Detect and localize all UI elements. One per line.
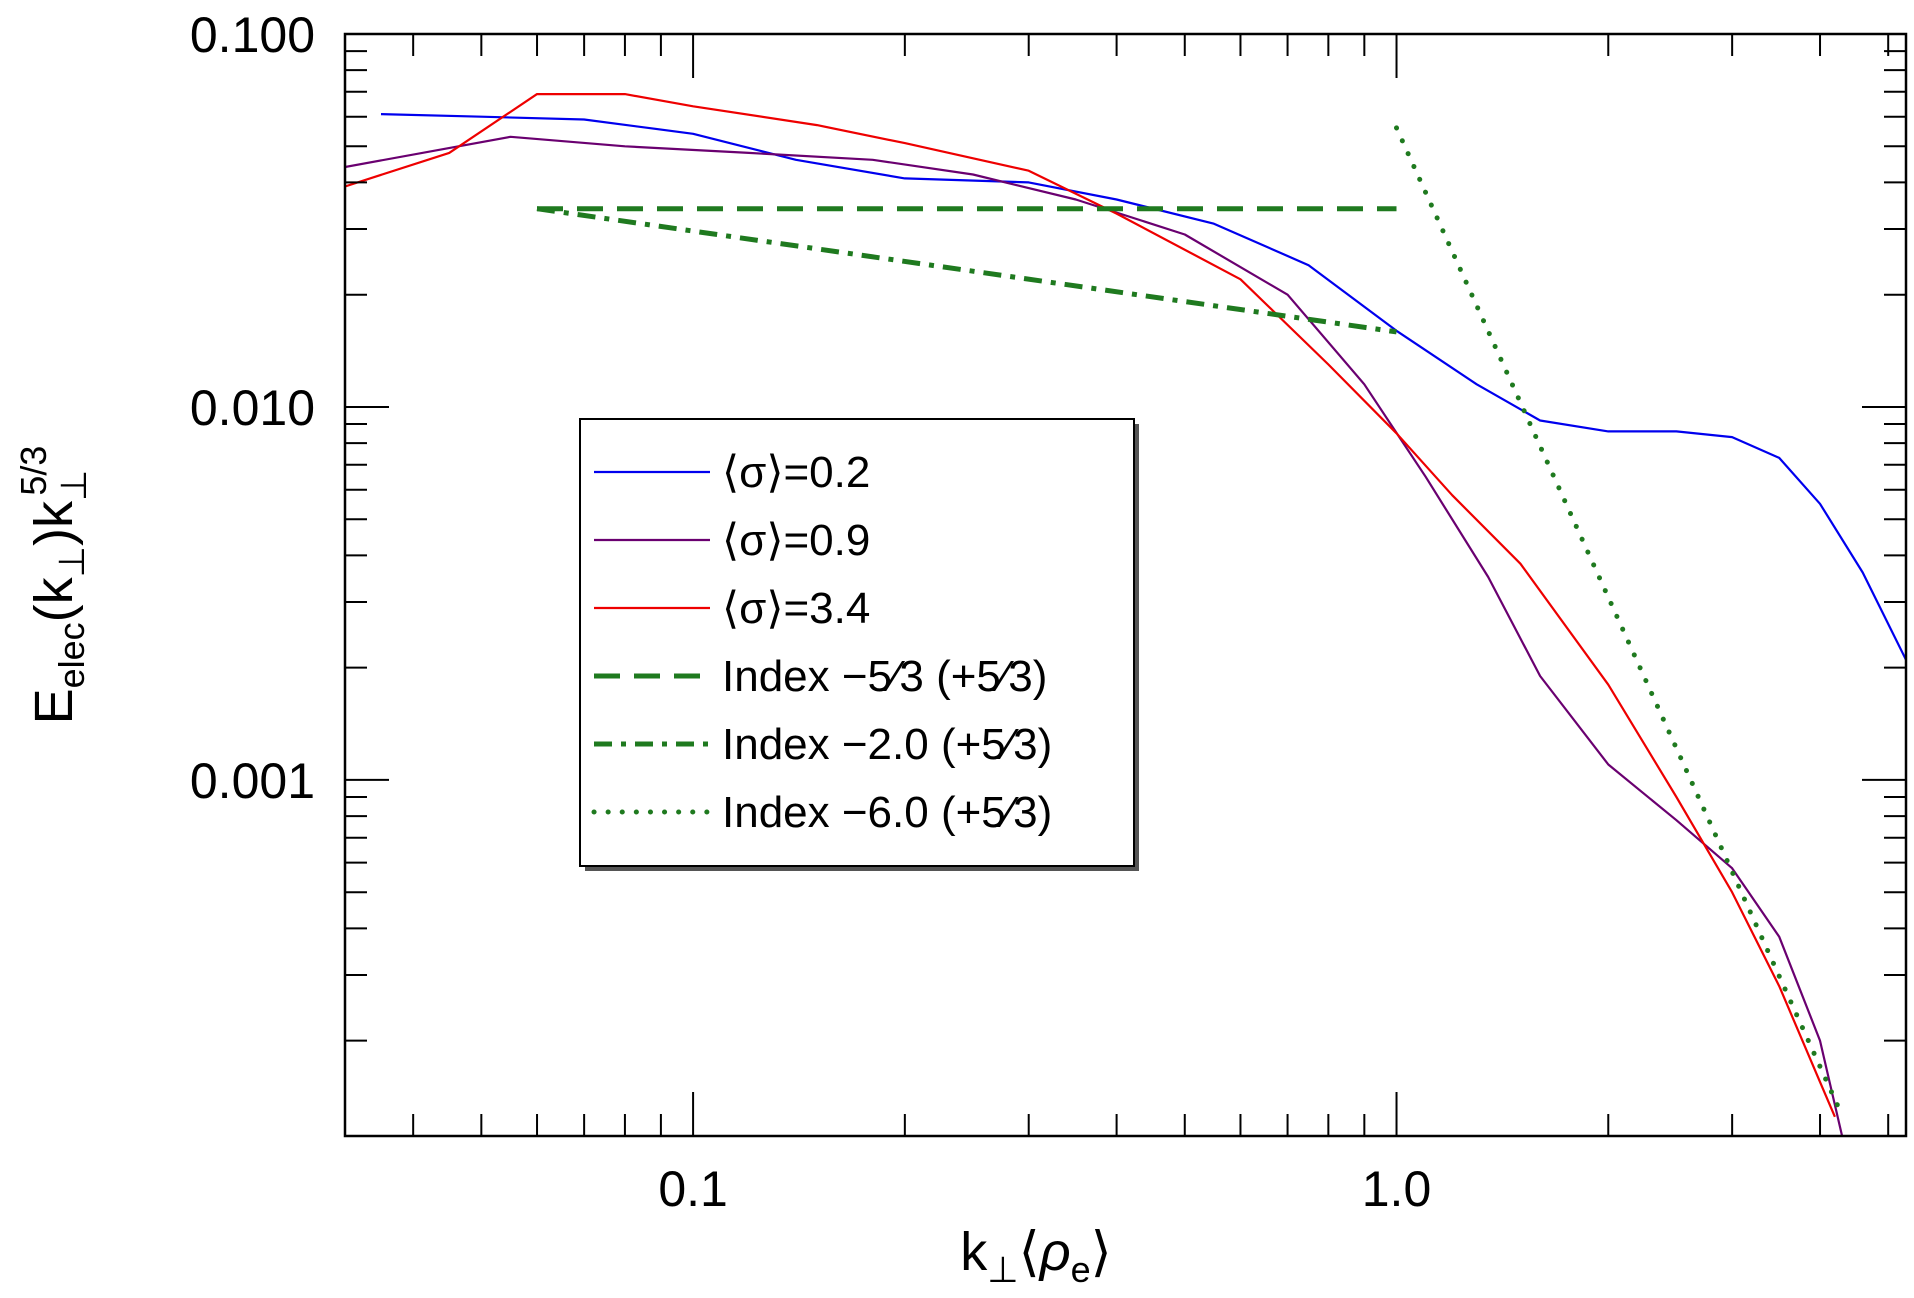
series-layer (345, 92, 1906, 1136)
x-label-rho-sub: e (1071, 1249, 1091, 1290)
legend-label-3: ⟨σ⟩=3.4 (722, 584, 870, 633)
legend-items: ⟨σ⟩=0.2 ⟨σ⟩=0.9 ⟨σ⟩=3.4 Index −5⁄3 (+5⁄3) In… (591, 448, 1052, 837)
x-tick-label: 0.1 (658, 1161, 728, 1217)
x-label-open: ⟨ (1019, 1222, 1040, 1282)
x-label-k: k (960, 1222, 988, 1282)
x-tick-label: 1.0 (1362, 1161, 1432, 1217)
legend: ⟨σ⟩=0.2 ⟨σ⟩=0.9 ⟨σ⟩=3.4 Index −5⁄3 (+5⁄3) In… (579, 418, 1139, 871)
y-label-k-open: (k (24, 576, 84, 622)
x-label-rho: ρ (1038, 1222, 1071, 1282)
legend-label-1: ⟨σ⟩=0.2 (722, 448, 870, 497)
y-tick-label: 0.100 (190, 7, 315, 63)
series-line-6 (1394, 125, 1845, 1118)
tick-layer (345, 33, 1906, 1136)
plot-frame (343, 32, 1908, 1138)
x-label-k-sub: ⊥ (987, 1249, 1018, 1290)
series-line-3 (345, 92, 1836, 1118)
legend-label-5: Index −2.0 (+5⁄3) (722, 720, 1052, 769)
x-axis-label: k⊥⟨ρe⟩ (960, 1222, 1111, 1290)
y-label-exp-sup: 5/3 (13, 446, 54, 496)
y-tick-label: 0.010 (190, 380, 315, 436)
y-label-k-sub: ⊥ (51, 546, 92, 577)
y-axis-label: Eelec(k⊥)k⊥5/3 (13, 446, 94, 725)
legend-box (579, 418, 1135, 867)
series-line-1 (380, 113, 1906, 661)
y-tick-label: 0.001 (190, 753, 315, 809)
legend-label-4: Index −5⁄3 (+5⁄3) (722, 652, 1047, 701)
y-label-e: E (24, 688, 84, 724)
legend-label-6: Index −6.0 (+5⁄3) (722, 788, 1052, 837)
legend-label-2: ⟨σ⟩=0.9 (722, 516, 870, 565)
x-label-close: ⟩ (1091, 1222, 1112, 1282)
y-label-e-sub: elec (51, 622, 92, 688)
y-label-k-close: )k (24, 500, 84, 546)
series-line-2 (345, 135, 1844, 1136)
y-label-exp-sub: ⊥ (53, 470, 94, 501)
tick-label-layer: 0.1 1.0 0.100 0.010 0.001 (190, 7, 1431, 1217)
